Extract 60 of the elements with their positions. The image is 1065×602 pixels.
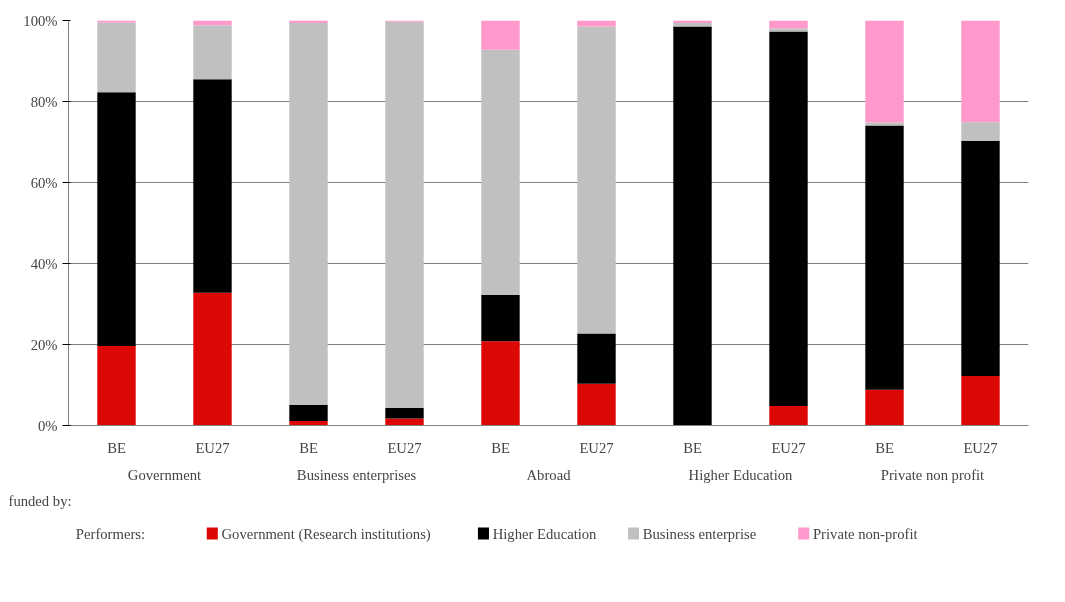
legend-label: Government (Research institutions) — [221, 525, 431, 543]
x-tick-label: BE — [107, 439, 126, 456]
legend-label: Higher Education — [492, 525, 598, 542]
x-tick-label: EU27 — [387, 439, 422, 456]
y-tick-label: 40% — [30, 255, 58, 272]
y-tick-label: 80% — [30, 93, 58, 110]
bar — [961, 376, 1000, 426]
bar — [961, 20, 1000, 123]
bar — [673, 26, 712, 426]
bar — [289, 22, 328, 405]
text: Private non profit — [880, 466, 985, 483]
text: Higher Education — [688, 466, 794, 483]
bar — [577, 333, 616, 384]
bar — [97, 346, 136, 426]
x-axis-title: funded by: — [8, 492, 72, 509]
bar — [289, 421, 328, 426]
x-tick-label: BE — [299, 439, 318, 456]
bar — [97, 22, 136, 93]
bar — [865, 125, 904, 390]
bar — [865, 389, 904, 426]
bar — [577, 20, 616, 27]
y-tick-label: 60% — [30, 174, 58, 191]
bar — [769, 28, 808, 32]
bar — [865, 20, 904, 123]
legend-label: Private non-profit — [812, 525, 918, 542]
bar — [385, 21, 424, 408]
bar — [193, 292, 232, 426]
x-tick-label: EU27 — [771, 439, 806, 456]
text: Business enterprises — [296, 466, 417, 483]
bar — [97, 92, 136, 347]
bar — [481, 49, 520, 296]
bar — [961, 122, 1000, 141]
bar — [769, 31, 808, 407]
x-tick-label: EU27 — [963, 439, 998, 456]
bar — [961, 140, 1000, 377]
x-tick-label: BE — [491, 439, 510, 456]
legend-title: Performers: — [75, 525, 146, 542]
x-tick-label: BE — [875, 439, 894, 456]
legend-label: Business enterprise — [642, 525, 757, 542]
text: Government — [127, 466, 202, 483]
bar — [769, 406, 808, 426]
bar — [97, 20, 136, 23]
x-tick-label: BE — [683, 439, 702, 456]
bar — [193, 25, 232, 80]
x-tick-label: EU27 — [195, 439, 230, 456]
bar — [481, 20, 520, 50]
y-tick-label: 100% — [23, 12, 58, 29]
bar — [481, 341, 520, 426]
bar — [481, 295, 520, 342]
y-tick-label: 0% — [37, 417, 58, 434]
bar — [769, 20, 808, 29]
bar — [289, 404, 328, 422]
bar — [385, 407, 424, 419]
bar — [577, 26, 616, 334]
bar — [673, 22, 712, 27]
x-tick-label: EU27 — [579, 439, 614, 456]
bar — [577, 383, 616, 426]
bar — [193, 79, 232, 293]
y-tick-label: 20% — [30, 336, 58, 353]
text: Abroad — [526, 466, 572, 483]
